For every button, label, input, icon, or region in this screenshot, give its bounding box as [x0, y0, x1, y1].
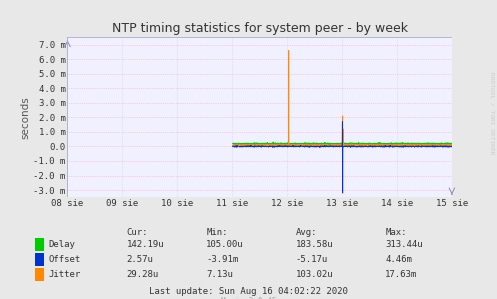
Text: Delay: Delay — [49, 240, 76, 249]
Text: 313.44u: 313.44u — [385, 240, 423, 249]
Text: 2.57u: 2.57u — [127, 255, 154, 264]
Text: Munin 2.0.45: Munin 2.0.45 — [221, 298, 276, 299]
Text: Max:: Max: — [385, 228, 407, 237]
Text: Jitter: Jitter — [49, 270, 81, 279]
Text: Min:: Min: — [206, 228, 228, 237]
Text: 17.63m: 17.63m — [385, 270, 417, 279]
Y-axis label: seconds: seconds — [21, 96, 31, 139]
Text: 4.46m: 4.46m — [385, 255, 412, 264]
Title: NTP timing statistics for system peer - by week: NTP timing statistics for system peer - … — [112, 22, 408, 35]
Text: -3.91m: -3.91m — [206, 255, 239, 264]
Text: 29.28u: 29.28u — [127, 270, 159, 279]
Text: -5.17u: -5.17u — [296, 255, 328, 264]
Text: Cur:: Cur: — [127, 228, 148, 237]
Text: RRDTOOL / TOBI OETIKER: RRDTOOL / TOBI OETIKER — [490, 72, 495, 155]
Text: 105.00u: 105.00u — [206, 240, 244, 249]
Text: Avg:: Avg: — [296, 228, 317, 237]
Text: Last update: Sun Aug 16 04:02:22 2020: Last update: Sun Aug 16 04:02:22 2020 — [149, 287, 348, 296]
Text: 7.13u: 7.13u — [206, 270, 233, 279]
Text: 103.02u: 103.02u — [296, 270, 333, 279]
Text: 142.19u: 142.19u — [127, 240, 165, 249]
Text: 183.58u: 183.58u — [296, 240, 333, 249]
Text: Offset: Offset — [49, 255, 81, 264]
